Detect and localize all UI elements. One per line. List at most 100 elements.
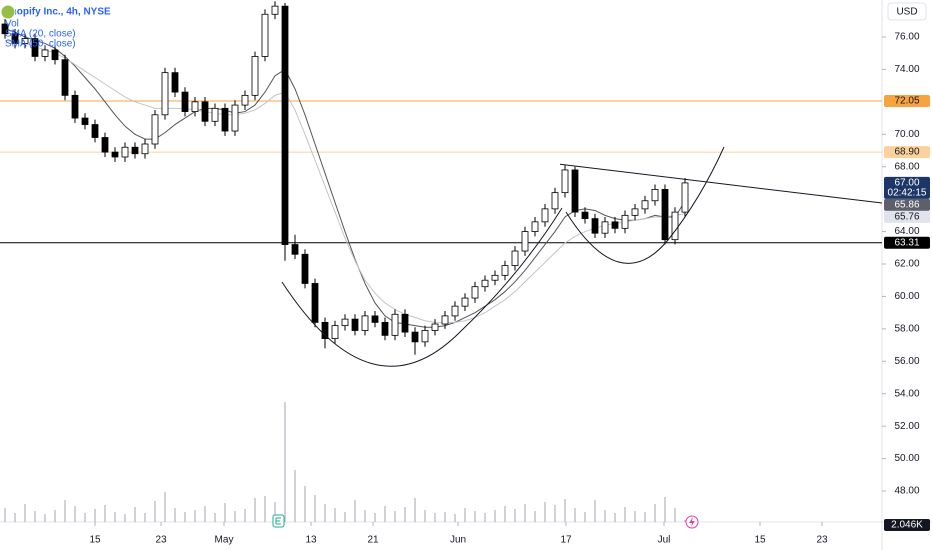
candle-body [371, 315, 379, 323]
candle-body [151, 114, 159, 145]
volume-bar [24, 504, 26, 522]
candle-body [611, 221, 619, 229]
candle-body [271, 5, 279, 15]
candle-body [671, 211, 679, 241]
volume-bar [44, 514, 46, 522]
volume-bar [374, 513, 376, 522]
candle-body [341, 318, 349, 327]
volume-bar [394, 511, 396, 522]
volume-bar [364, 510, 366, 522]
candle-body [121, 146, 129, 158]
currency-box[interactable] [887, 2, 927, 21]
candle-body [661, 189, 669, 241]
volume-bar [584, 512, 586, 522]
plot-area [0, 1, 883, 522]
candle-body [1, 23, 9, 35]
volume-bar [164, 492, 166, 522]
candle-body [231, 104, 239, 132]
volume-bar [234, 511, 236, 522]
price-label-box [884, 236, 930, 249]
volume-bar [344, 512, 346, 522]
price-label: 63.31 [894, 237, 919, 248]
volume-bar [334, 508, 336, 522]
price-label-box [884, 176, 930, 199]
price-label: 67.00 [894, 178, 919, 189]
trendline [559, 163, 883, 204]
price-label: 72.05 [894, 96, 919, 107]
candle-body [471, 286, 479, 299]
volume-bar [354, 500, 356, 522]
x-tick-label: 23 [816, 535, 828, 546]
candle-body [451, 305, 459, 317]
volume-bar [514, 509, 516, 522]
candle-body [641, 200, 649, 210]
candle-body [221, 107, 229, 132]
candle-body [361, 315, 369, 331]
candle-body [251, 56, 259, 96]
y-tick-label: 74.00 [894, 64, 919, 75]
volume-bar [684, 519, 686, 522]
candle-body [511, 250, 519, 267]
y-tick-label: 76.00 [894, 32, 919, 43]
x-tick-label: 21 [367, 535, 379, 546]
price-label: 65.76 [894, 212, 919, 223]
candle-body [331, 325, 339, 339]
candle-body [181, 91, 189, 112]
candle-body [681, 182, 689, 213]
dividend-icon [689, 517, 695, 527]
symbol-logo [0, 4, 16, 20]
volume-bar [554, 505, 556, 522]
volume-bar [34, 511, 36, 522]
candle-body [481, 279, 489, 288]
volume-bar [94, 509, 96, 522]
cup-curve [281, 207, 563, 367]
volume-bar [504, 506, 506, 522]
candle-body [41, 49, 49, 57]
candle-body [161, 72, 169, 116]
y-tick-label: 68.00 [894, 161, 919, 172]
x-tick-label: 15 [754, 535, 766, 546]
y-tick-label: 54.00 [894, 388, 919, 399]
candle-body [551, 192, 559, 210]
candle-body [101, 137, 109, 153]
candle-body [61, 59, 69, 96]
volume-bar [4, 508, 6, 522]
volume-label-box [884, 519, 930, 531]
volume-bar [454, 514, 456, 522]
price-label-box [884, 95, 930, 108]
candle-body [581, 211, 589, 219]
volume-bar [294, 470, 296, 522]
volume-bar [194, 510, 196, 522]
candle-body [91, 124, 99, 138]
price-label-box [884, 198, 930, 211]
volume-bar [484, 513, 486, 522]
candle-body [391, 313, 399, 336]
candle-body [261, 13, 269, 57]
x-tick-label: 15 [89, 535, 101, 546]
volume-bar [464, 508, 466, 522]
candle-body [31, 38, 39, 57]
candle-body [501, 265, 509, 276]
volume-bar [404, 507, 406, 522]
volume-bar [244, 509, 246, 522]
candle-body [141, 143, 149, 155]
candle-body [571, 169, 579, 213]
candle-body [521, 231, 529, 252]
candle-body [111, 151, 119, 158]
volume-bar [654, 504, 656, 522]
volume-bar [64, 500, 66, 522]
candle-body [171, 72, 179, 93]
volume-bar [134, 507, 136, 522]
candle-body [211, 107, 219, 122]
x-tick-label: May [215, 535, 234, 546]
candle-body [301, 253, 309, 284]
volume-bar [414, 498, 416, 522]
volume-bar [594, 500, 596, 522]
x-tick-label: 23 [155, 535, 167, 546]
volume-bar [154, 501, 156, 522]
volume-bar [174, 508, 176, 522]
volume-bar [104, 505, 106, 522]
volume-bar [314, 495, 316, 522]
